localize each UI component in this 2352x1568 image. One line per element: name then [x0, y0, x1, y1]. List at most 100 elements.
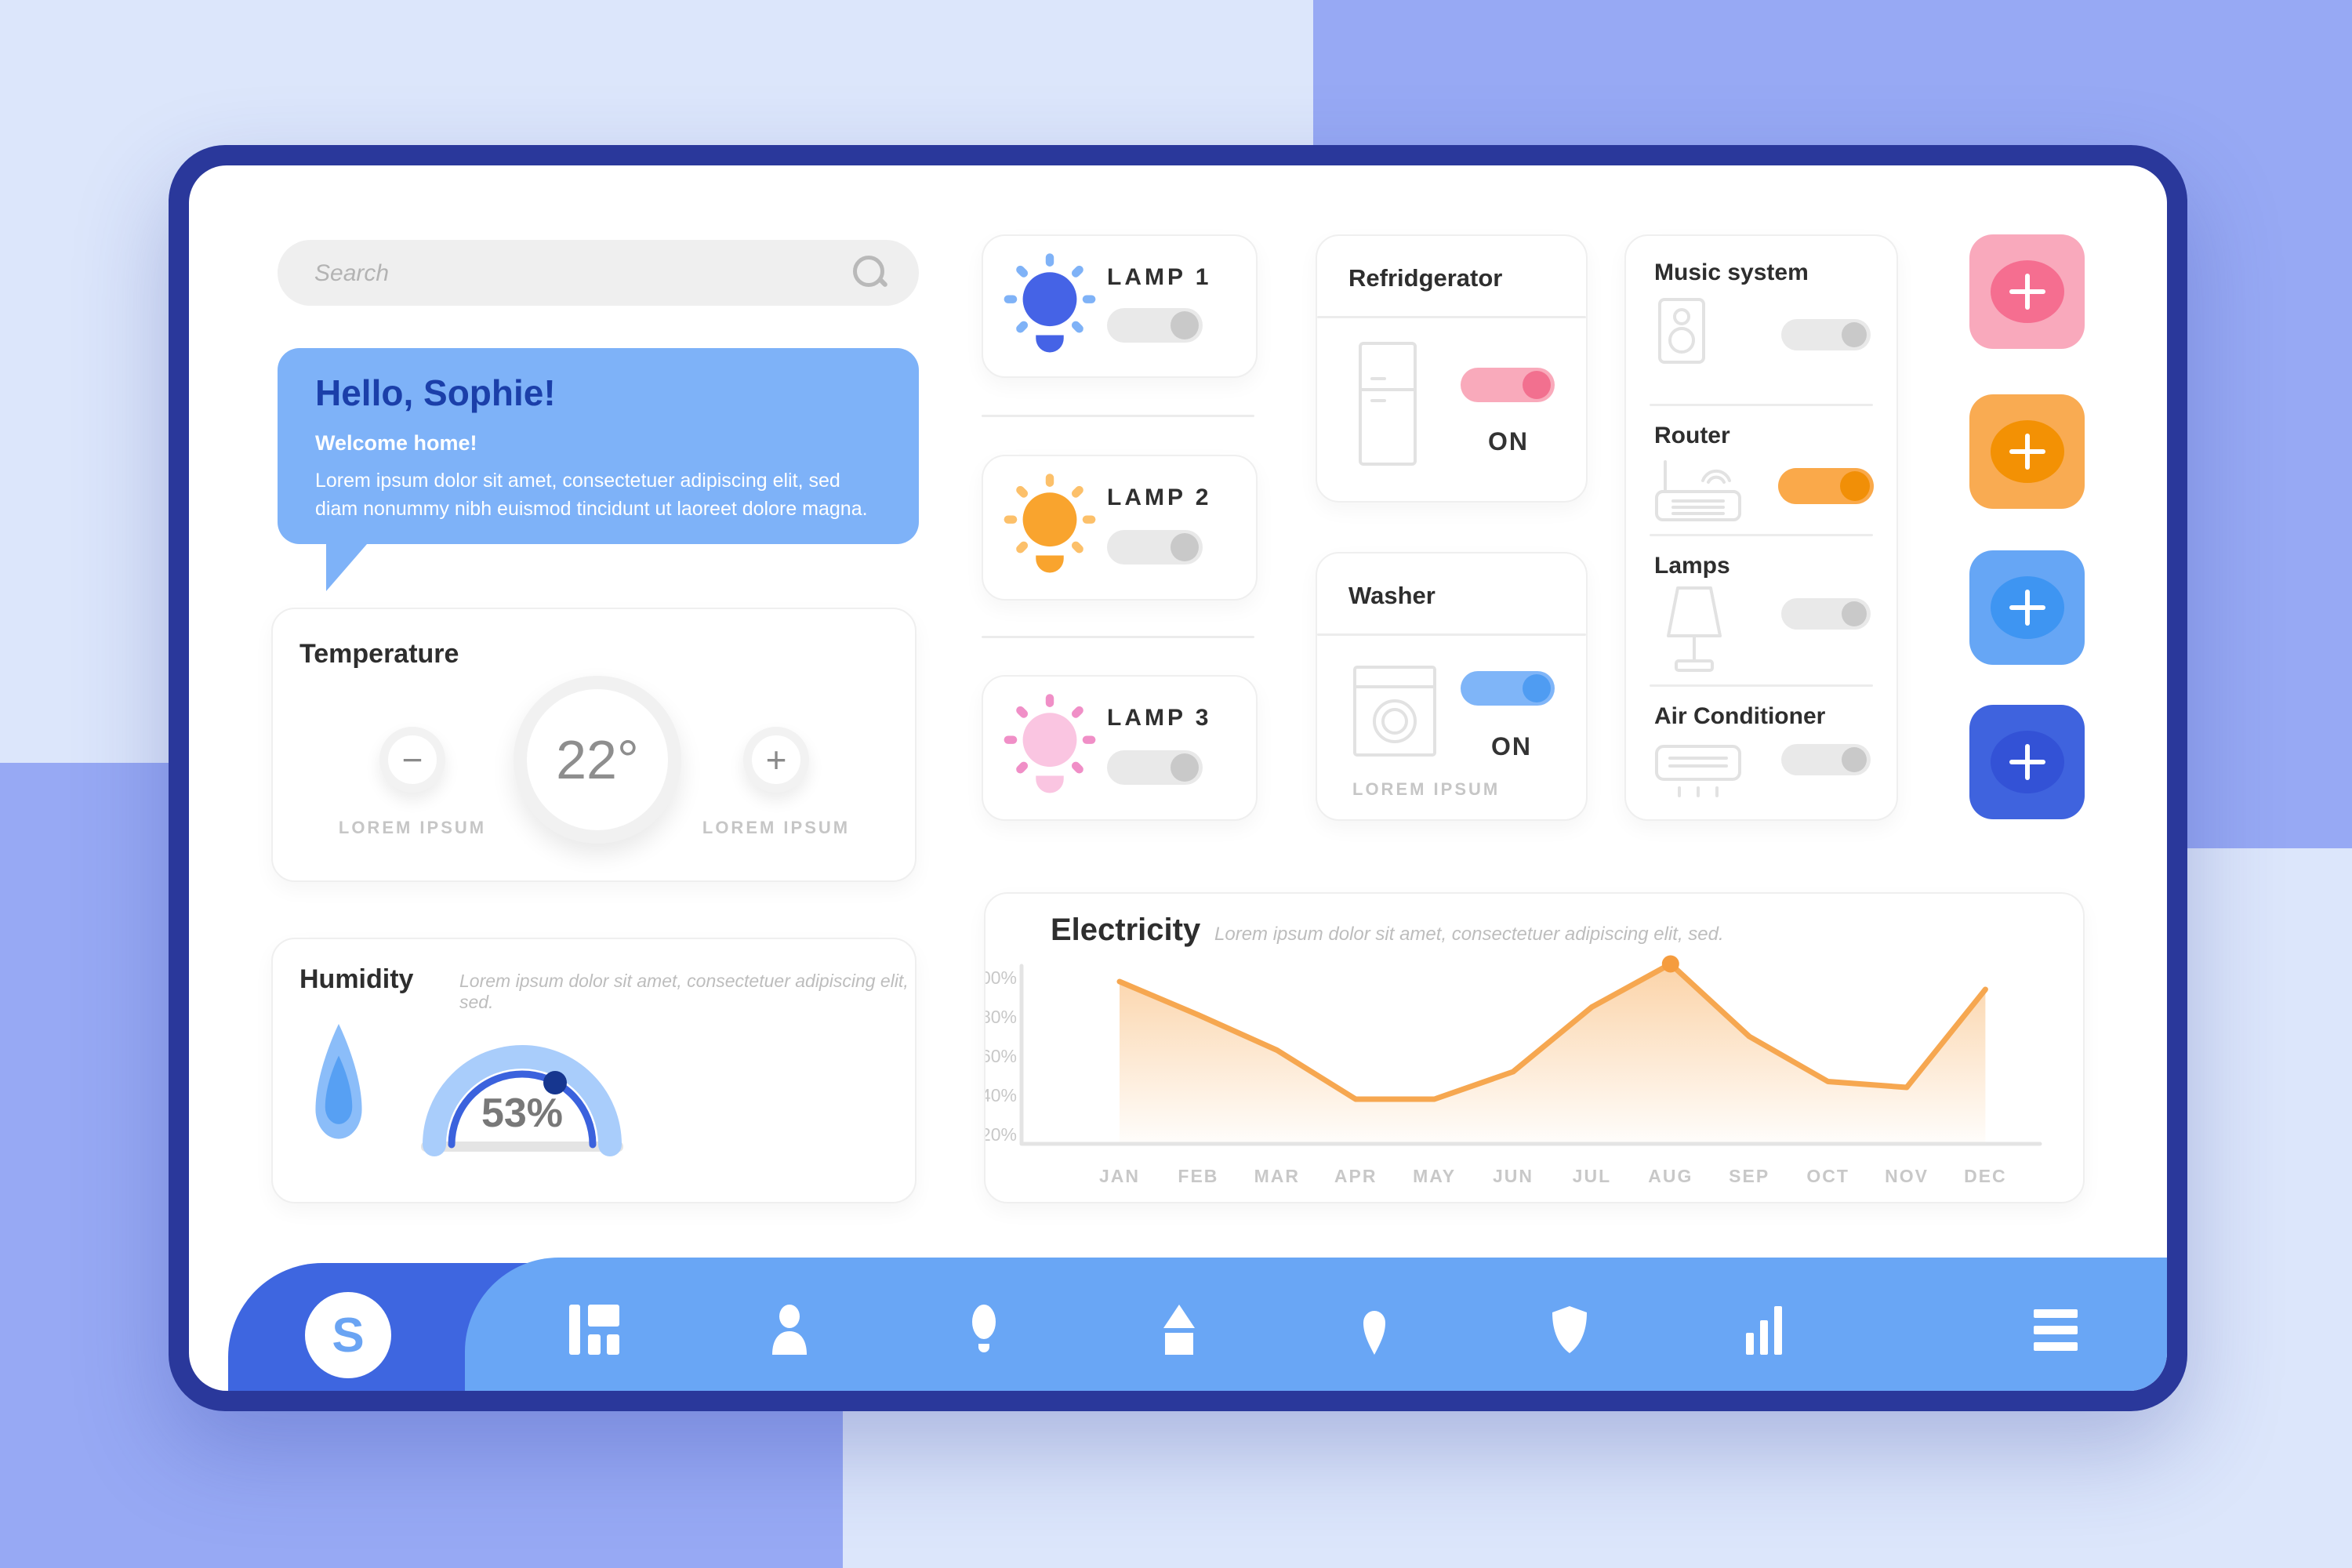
air-conditioner-toggle-knob[interactable]: [1842, 747, 1867, 772]
temperature-minus-caption: LOREM IPSUM: [338, 818, 487, 837]
tablet-screen: Hello, Sophie! Welcome home! Lorem ipsum…: [189, 165, 2167, 1391]
greeting-title: Hello, Sophie!: [315, 372, 556, 413]
temperature-decrease-button[interactable]: −: [379, 727, 445, 793]
add-button-orange[interactable]: [1969, 394, 2085, 509]
month-label: APR: [1334, 1166, 1377, 1186]
refrigerator-toggle[interactable]: [1461, 368, 1555, 402]
home-icon[interactable]: [1154, 1305, 1204, 1355]
month-label: JUN: [1493, 1166, 1534, 1186]
device-ac-label: Air Conditioner: [1654, 703, 1826, 729]
devices-divider: [1650, 404, 1873, 406]
month-label: DEC: [1964, 1166, 2007, 1186]
humidity-value: 53%: [481, 1091, 564, 1136]
electricity-title: Electricity: [1051, 913, 1201, 947]
chart-icon[interactable]: [1740, 1305, 1790, 1355]
month-label: NOV: [1885, 1166, 1929, 1186]
y-tick-label: 20%: [985, 1124, 1017, 1145]
y-tick-label: 60%: [985, 1046, 1017, 1066]
month-label: AUG: [1648, 1166, 1693, 1186]
router-toggle[interactable]: [1778, 468, 1874, 504]
lamp-3-label: LAMP 3: [1107, 705, 1212, 731]
washer-toggle-knob[interactable]: [1523, 674, 1551, 702]
washer-toggle[interactable]: [1461, 671, 1555, 706]
card-divider: [1317, 316, 1586, 318]
humidity-gauge[interactable]: [273, 939, 915, 1202]
person-icon[interactable]: [764, 1305, 815, 1355]
lamp-3-toggle[interactable]: [1107, 750, 1203, 785]
electricity-chart: 100% 80% 60% 40% 20% JAN FEB MAR APR MAY JUN JUL AUG…: [985, 955, 2042, 1186]
y-tick-label: 100%: [985, 967, 1017, 988]
bulb-icon[interactable]: [959, 1305, 1009, 1355]
humidity-subtitle: Lorem ipsum dolor sit amet, consectetuer…: [459, 971, 909, 1012]
home-logo-button[interactable]: S: [305, 1292, 391, 1378]
refrigerator-title: Refridgerator: [1348, 264, 1503, 292]
add-button-blue[interactable]: [1969, 550, 2085, 665]
lamp-2-label: LAMP 2: [1107, 485, 1212, 510]
pin-icon[interactable]: [1349, 1305, 1399, 1355]
shield-icon[interactable]: [1544, 1305, 1595, 1355]
peak-data-point[interactable]: [1661, 955, 1679, 973]
electricity-area-fill: [1120, 964, 1986, 1144]
temperature-title: Temperature: [299, 639, 459, 669]
refrigerator-toggle-knob[interactable]: [1523, 371, 1551, 399]
add-button-pink[interactable]: [1969, 234, 2085, 349]
temperature-dial: 22°: [514, 676, 681, 844]
washer-status: ON: [1491, 732, 1532, 760]
lamp-2-card: LAMP 2: [982, 455, 1258, 601]
plus-icon: [1990, 420, 2064, 483]
lamp-divider: [982, 415, 1254, 417]
gauge-handle[interactable]: [543, 1071, 567, 1094]
air-conditioner-icon: [1655, 745, 1741, 797]
temperature-plus-caption: LOREM IPSUM: [702, 818, 851, 837]
temperature-increase-button[interactable]: +: [743, 727, 809, 793]
humidity-card: Humidity Lorem ipsum dolor sit amet, con…: [271, 938, 916, 1203]
lamp-1-card: LAMP 1: [982, 234, 1258, 378]
lamp-divider: [982, 636, 1254, 638]
plus-icon: [1990, 576, 2064, 639]
search-input[interactable]: [313, 240, 865, 307]
y-tick-label: 40%: [985, 1085, 1017, 1105]
lamp-2-bulb-icon: [1004, 474, 1096, 573]
add-button-royal[interactable]: [1969, 705, 2085, 819]
lamp-shade-icon: [1667, 586, 1722, 672]
greeting-bubble-tail: [326, 544, 367, 591]
washer-title: Washer: [1348, 582, 1436, 609]
lamp-2-toggle-knob[interactable]: [1171, 533, 1199, 561]
lamps-toggle[interactable]: [1781, 598, 1871, 630]
plus-icon: [1990, 260, 2064, 323]
greeting-card: Hello, Sophie! Welcome home! Lorem ipsum…: [278, 348, 919, 591]
lamp-1-toggle[interactable]: [1107, 308, 1203, 343]
search-icon-lens: [853, 256, 884, 287]
layout-icon[interactable]: [569, 1305, 619, 1355]
search-icon[interactable]: [853, 256, 889, 290]
device-lamps-label: Lamps: [1654, 553, 1730, 579]
air-conditioner-toggle[interactable]: [1781, 744, 1871, 775]
humidity-title: Humidity: [299, 964, 414, 994]
washer-footnote: LOREM IPSUM: [1352, 779, 1501, 799]
card-divider: [1317, 633, 1586, 636]
music-system-toggle-knob[interactable]: [1842, 322, 1867, 347]
lamp-3-bulb-icon: [1004, 694, 1096, 793]
device-router-label: Router: [1654, 423, 1730, 448]
plus-icon: [1990, 731, 2064, 793]
washer-icon: [1353, 666, 1436, 757]
lamps-toggle-knob[interactable]: [1842, 601, 1867, 626]
search-icon-handle: [877, 276, 889, 289]
refrigerator-status: ON: [1488, 427, 1529, 456]
lamp-1-label: LAMP 1: [1107, 264, 1212, 290]
month-label: JAN: [1099, 1166, 1140, 1186]
device-music-label: Music system: [1654, 260, 1809, 285]
lamp-3-card: LAMP 3: [982, 675, 1258, 821]
router-toggle-knob[interactable]: [1840, 471, 1870, 501]
music-system-toggle[interactable]: [1781, 319, 1871, 350]
month-label: OCT: [1806, 1166, 1849, 1186]
month-label: SEP: [1729, 1166, 1769, 1186]
lamp-1-toggle-knob[interactable]: [1171, 311, 1199, 339]
router-icon: [1655, 460, 1741, 521]
temperature-card: Temperature − 22° + LOREM IPSUM LOREM IP…: [271, 608, 916, 882]
lamp-3-toggle-knob[interactable]: [1171, 753, 1199, 782]
lamp-2-toggle[interactable]: [1107, 530, 1203, 564]
electricity-card: Electricity Lorem ipsum dolor sit amet, …: [984, 892, 2085, 1203]
month-label: JUL: [1573, 1166, 1611, 1186]
menu-icon[interactable]: [2031, 1305, 2081, 1355]
